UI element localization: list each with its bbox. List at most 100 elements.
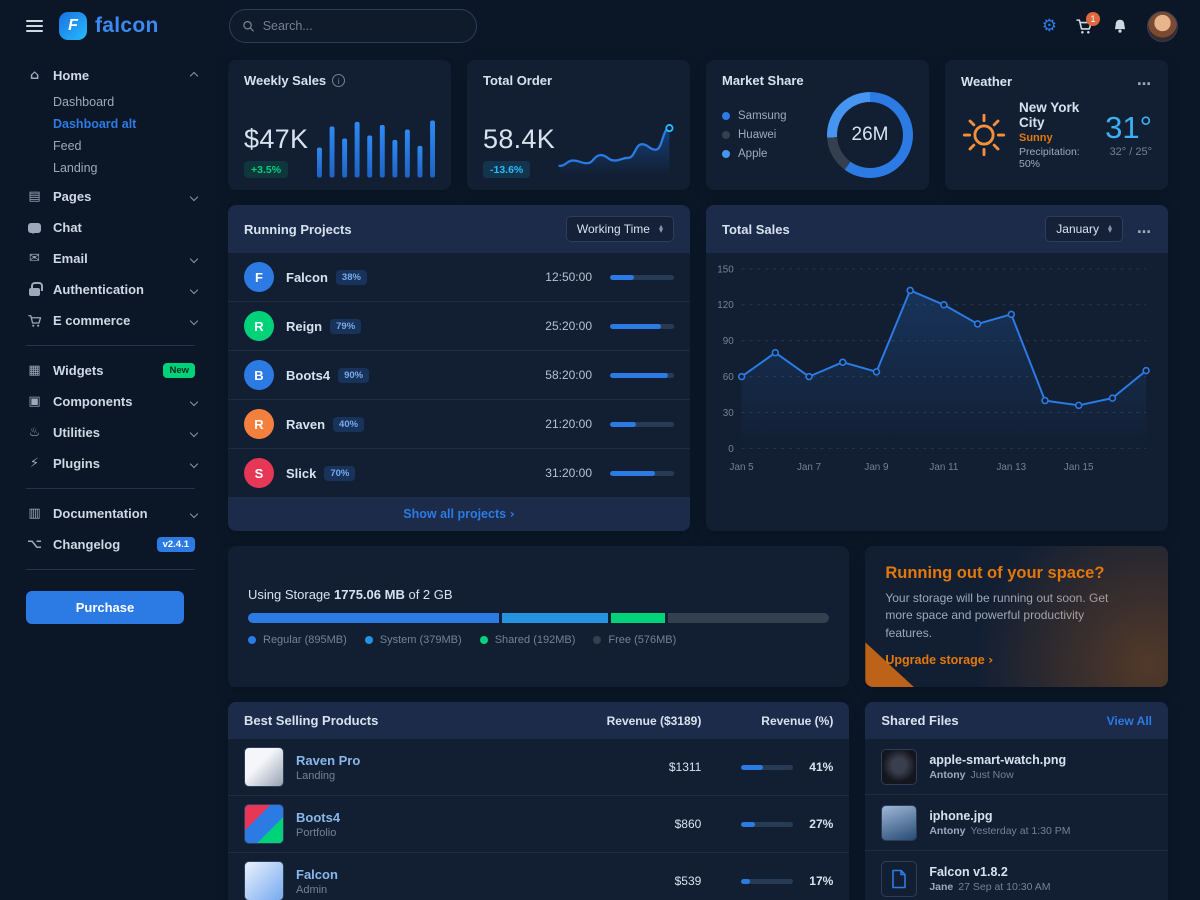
product-category-link[interactable]: Admin — [296, 883, 328, 896]
sidebar-item-landing[interactable]: Landing — [53, 161, 98, 175]
project-name-link[interactable]: Falcon — [286, 269, 328, 285]
sidebar-item-label: Email — [53, 251, 88, 266]
sidebar-item-chat[interactable]: Chat — [26, 212, 201, 243]
legend-label: Huawei — [738, 129, 777, 141]
product-progress-bar — [741, 821, 794, 827]
sun-icon — [962, 113, 1006, 156]
sidebar-item-label: Plugins — [53, 456, 100, 471]
sidebar-item-label: Widgets — [53, 363, 104, 378]
search-box[interactable] — [229, 9, 477, 43]
sidebar: ⌂ Home Dashboard Dashboard alt Feed Land… — [0, 52, 215, 900]
sidebar-item-dashboard[interactable]: Dashboard — [53, 95, 115, 109]
chevron-down-icon — [189, 316, 199, 325]
upsell-title: Running out of your space? — [885, 564, 1104, 582]
chevron-down-icon — [189, 509, 199, 518]
weather-city: New York City — [1019, 99, 1080, 130]
month-select[interactable]: January ▴ ▾ — [1045, 216, 1123, 242]
sidebar-item-utilities[interactable]: ♨ Utilities — [26, 417, 201, 448]
storage-label: Using Storage — [248, 587, 331, 603]
product-name-link[interactable]: Boots4 — [296, 809, 341, 825]
project-percent-badge: 38% — [335, 269, 367, 285]
total-order-line-chart — [558, 124, 674, 175]
sidebar-item-authentication[interactable]: Authentication — [26, 274, 201, 305]
main-content: Weekly Sales i $47K +3.5% Total Order 58… — [215, 52, 1200, 900]
project-name-link[interactable]: Slick — [286, 465, 317, 481]
svg-text:90: 90 — [723, 336, 734, 347]
cart-icon[interactable]: 1 — [1076, 11, 1100, 35]
card-title: Total Order — [483, 73, 553, 88]
view-all-link[interactable]: View All — [1106, 713, 1152, 728]
product-name-link[interactable]: Falcon — [296, 866, 338, 882]
sidebar-item-feed[interactable]: Feed — [53, 139, 82, 153]
sidebar-item-pages[interactable]: ▤ Pages — [26, 181, 201, 212]
legend-dot — [479, 636, 488, 645]
project-name-link[interactable]: Boots4 — [286, 367, 331, 383]
sidebar-divider — [26, 345, 195, 346]
topbar-actions: ⚙ 1 — [1041, 10, 1200, 42]
product-revenue: $539 — [674, 874, 702, 889]
sidebar-item-label: E commerce — [53, 313, 131, 328]
sidebar-item-home[interactable]: ⌂ Home — [26, 60, 201, 91]
project-row: S Slick 70% 31:20:00 — [228, 449, 690, 497]
file-time: Yesterday at 1:30 PM — [970, 824, 1071, 837]
legend-label: Regular (895MB) — [263, 634, 347, 647]
svg-text:Jan 15: Jan 15 — [1064, 462, 1094, 473]
chevron-down-icon — [189, 285, 199, 294]
svg-text:30: 30 — [723, 408, 734, 419]
file-name-link[interactable]: apple-smart-watch.png — [929, 752, 1067, 767]
product-thumbnail — [244, 804, 284, 845]
project-name-link[interactable]: Reign — [286, 318, 323, 334]
home-icon: ⌂ — [29, 68, 40, 83]
svg-text:120: 120 — [717, 300, 734, 311]
file-owner: Antony — [929, 768, 966, 781]
upgrade-storage-link[interactable]: Upgrade storage › — [885, 652, 994, 668]
product-category-link[interactable]: Landing — [296, 769, 336, 782]
info-icon[interactable]: i — [332, 74, 346, 87]
total-order-value: 58.4K — [483, 124, 556, 154]
brand-logo[interactable]: F falcon — [59, 12, 159, 40]
product-percent: 17% — [809, 874, 834, 889]
product-name-link[interactable]: Raven Pro — [296, 752, 361, 768]
svg-text:0: 0 — [728, 444, 734, 455]
pages-icon: ▤ — [28, 189, 41, 204]
chevron-down-icon — [189, 459, 199, 468]
show-all-projects-link[interactable]: Show all projects › — [403, 506, 515, 521]
working-time-select[interactable]: Working Time ▴ ▾ — [565, 216, 674, 242]
topbar-left: F falcon — [0, 12, 215, 40]
sidebar-divider — [26, 569, 195, 570]
running-projects-card: Running Projects Working Time ▴ ▾ F Falco… — [228, 205, 690, 531]
weekly-sales-badge: +3.5% — [244, 161, 289, 178]
purchase-button[interactable]: Purchase — [26, 591, 184, 624]
file-name-link[interactable]: iphone.jpg — [929, 808, 993, 823]
sidebar-item-email[interactable]: ✉ Email — [26, 243, 201, 274]
project-percent-badge: 90% — [338, 367, 370, 383]
storage-progress-bar — [248, 613, 830, 624]
sidebar-item-components[interactable]: ▣ Components — [26, 386, 201, 417]
project-name-link[interactable]: Raven — [286, 416, 326, 432]
sidebar-item-documentation[interactable]: ▥ Documentation — [26, 498, 201, 529]
sidebar-item-ecommerce[interactable]: E commerce — [26, 305, 201, 336]
search-input[interactable] — [262, 19, 464, 33]
project-progress-bar — [610, 274, 674, 280]
falcon-logo-icon: F — [59, 12, 87, 40]
notifications-bell-icon[interactable] — [1112, 18, 1128, 34]
sidebar-item-dashboard-alt[interactable]: Dashboard alt — [53, 117, 137, 131]
sidebar-item-plugins[interactable]: ⚡ Plugins — [26, 448, 201, 479]
product-row: Boots4 Portfolio $860 27% — [228, 796, 850, 854]
file-name-link[interactable]: Falcon v1.8.2 — [929, 864, 1008, 879]
sidebar-item-label: Chat — [53, 220, 82, 235]
card-title: Running Projects — [244, 221, 352, 237]
changelog-icon: ⌥ — [27, 537, 42, 552]
user-avatar[interactable] — [1147, 10, 1178, 42]
topbar: F falcon ⚙ 1 — [0, 0, 1200, 52]
product-category-link[interactable]: Portfolio — [296, 826, 337, 839]
files-list: apple-smart-watch.png Antony Just Now iph… — [865, 739, 1168, 900]
sidebar-item-widgets[interactable]: ▦ Widgets New — [26, 355, 201, 386]
sidebar-item-changelog[interactable]: ⌥ Changelog v2.4.1 — [26, 529, 201, 560]
settings-gear-icon[interactable]: ⚙ — [1041, 16, 1057, 36]
card-menu-icon[interactable]: … — [1137, 221, 1152, 237]
menu-toggle[interactable] — [26, 20, 43, 32]
file-item: Falcon v1.8.2 Jane 27 Sep at 10:30 AM — [865, 851, 1168, 900]
card-menu-icon[interactable]: … — [1137, 73, 1152, 89]
select-value: Working Time — [576, 222, 650, 236]
